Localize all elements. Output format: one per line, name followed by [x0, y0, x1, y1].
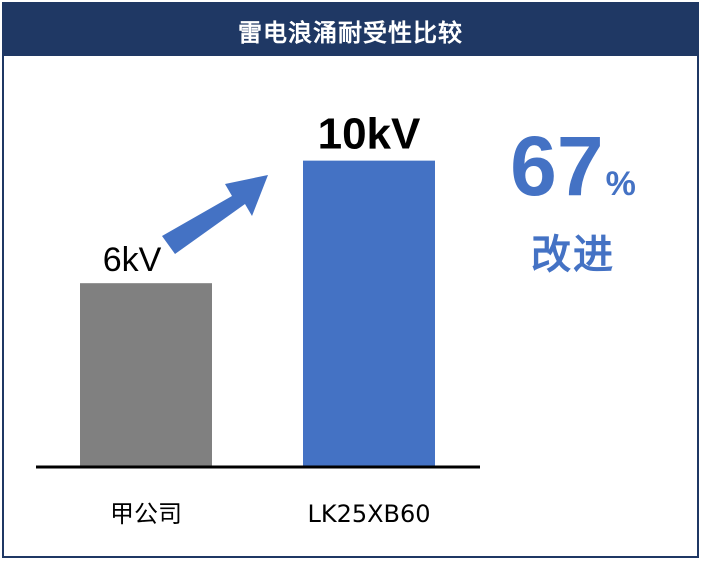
improvement-callout: 67% 改进: [488, 124, 658, 280]
bar-value-label: 6kV: [103, 241, 162, 279]
category-label: 甲公司: [110, 500, 182, 528]
bar-value-label: 10kV: [318, 110, 421, 159]
improvement-percent-value: 67: [510, 119, 604, 213]
percent-sign: %: [605, 165, 636, 203]
improvement-percent: 67%: [488, 124, 658, 208]
bar-competitor: [80, 283, 212, 467]
bar-product: [303, 160, 435, 468]
chart-title: 雷电浪涌耐受性比较: [4, 4, 697, 56]
increase-arrow-icon: [162, 175, 268, 254]
category-label: LK25XB60: [307, 500, 430, 528]
improvement-label: 改进: [531, 232, 615, 278]
